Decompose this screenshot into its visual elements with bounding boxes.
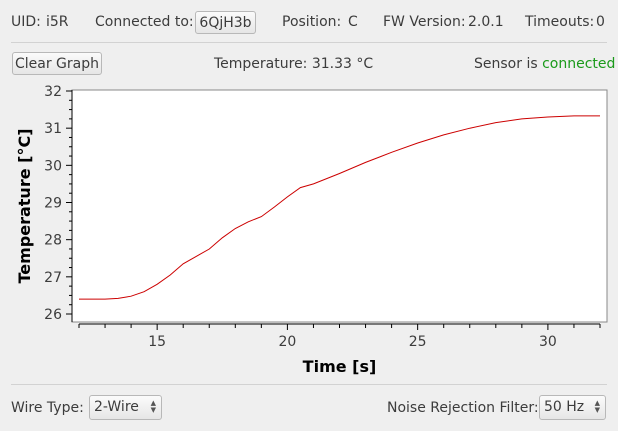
noise-filter-value: 50 Hz bbox=[544, 399, 585, 415]
y-tick-label: 31 bbox=[44, 121, 62, 137]
label-layer: 26 27 28 29 30 31 32 15 20 25 30 Time [s] Temperatur… bbox=[15, 84, 557, 376]
x-tick-label: 20 bbox=[278, 334, 296, 350]
y-tick-label: 32 bbox=[44, 84, 62, 100]
x-tick-label: 30 bbox=[539, 334, 557, 350]
top-separator bbox=[11, 42, 607, 43]
timeouts-label: Timeouts: bbox=[525, 14, 595, 30]
series-layer bbox=[79, 115, 600, 300]
y-tick-label: 28 bbox=[44, 233, 62, 249]
clear-graph-button[interactable]: Clear Graph bbox=[12, 52, 102, 75]
uid-value: i5R bbox=[46, 14, 69, 30]
y-axis-title: Temperature [°C] bbox=[15, 128, 34, 283]
fw-version-label: FW Version: bbox=[383, 14, 466, 30]
position-value: C bbox=[348, 14, 358, 30]
x-tick-label: 15 bbox=[148, 334, 166, 350]
plot-area bbox=[71, 89, 608, 323]
sensor-status-prefix: Sensor is bbox=[474, 56, 538, 72]
axes-layer bbox=[66, 89, 608, 330]
plot-svg: 26 27 28 29 30 31 32 15 20 25 30 Time [s] Temperatur… bbox=[15, 84, 608, 376]
connected-to-button[interactable]: 6QjH3b bbox=[195, 11, 256, 34]
wire-type-select[interactable]: 2-Wire ▲ ▼ bbox=[89, 395, 162, 420]
noise-filter-select[interactable]: 50 Hz ▲ ▼ bbox=[539, 395, 606, 420]
fw-version-value: 2.0.1 bbox=[468, 14, 504, 30]
x-tick-label: 25 bbox=[409, 334, 427, 350]
uid-label: UID: bbox=[11, 14, 41, 30]
y-tick-label: 27 bbox=[44, 270, 62, 286]
temperature-plot: 26 27 28 29 30 31 32 15 20 25 30 Time [s] Temperatur… bbox=[0, 80, 618, 380]
wire-type-value: 2-Wire bbox=[94, 399, 139, 415]
sensor-status-state: connected bbox=[542, 56, 616, 72]
timeouts-value: 0 bbox=[596, 14, 605, 30]
spin-arrows-icon: ▲ ▼ bbox=[594, 399, 600, 414]
temperature-series-line bbox=[79, 115, 600, 300]
x-axis-title: Time [s] bbox=[303, 357, 377, 376]
y-tick-label: 26 bbox=[44, 307, 62, 323]
sensor-status: Sensor is connected bbox=[474, 56, 615, 72]
noise-filter-label: Noise Rejection Filter: bbox=[387, 400, 539, 416]
temperature-readout: Temperature: 31.33 °C bbox=[214, 56, 374, 72]
position-label: Position: bbox=[282, 14, 342, 30]
y-tick-label: 30 bbox=[44, 158, 62, 174]
wire-type-label: Wire Type: bbox=[11, 400, 84, 416]
bottom-separator bbox=[11, 384, 607, 385]
connected-to-label: Connected to: bbox=[95, 14, 194, 30]
spin-arrows-icon: ▲ ▼ bbox=[150, 399, 156, 414]
y-tick-label: 29 bbox=[44, 196, 62, 212]
